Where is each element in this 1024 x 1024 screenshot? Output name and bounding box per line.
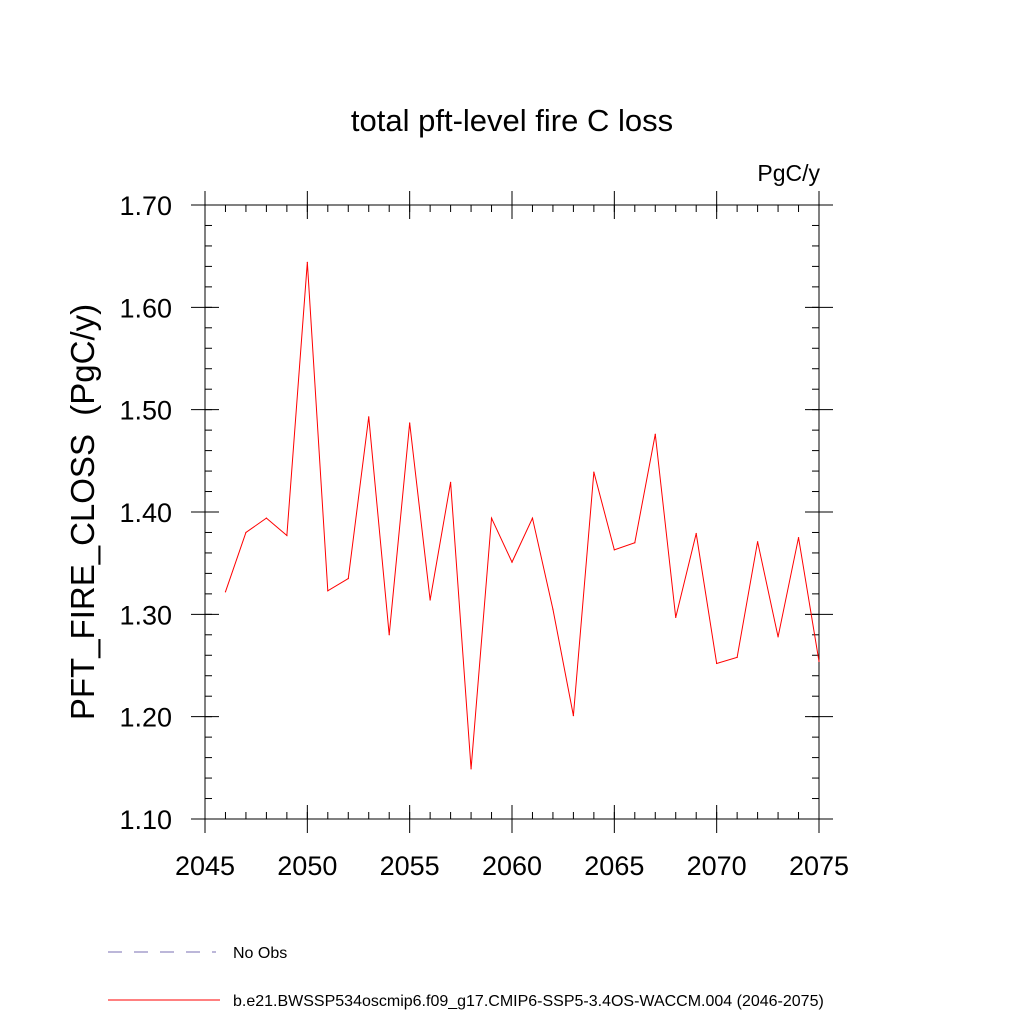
plot-frame [204, 204, 820, 820]
data-point [347, 577, 349, 580]
data-point [368, 416, 370, 418]
data-point [531, 517, 534, 519]
major-ticks [191, 191, 833, 833]
y-tick-label: 1.50 [119, 396, 172, 426]
y-tick-label: 1.30 [119, 600, 172, 630]
data-point [736, 656, 738, 658]
data-point [552, 608, 554, 610]
tick-labels: 2045 2050 2055 2060 2065 2070 2075 1.10 1.20 1.30… [119, 191, 849, 881]
data-points [224, 261, 820, 770]
data-point [409, 422, 411, 424]
data-point [286, 534, 288, 537]
legend-label-series: b.e21.BWSSP534oscmip6.f09_g17.CMIP6-SSP5… [233, 993, 824, 1010]
data-point [388, 634, 390, 636]
legend-label-no-obs: No Obs [233, 945, 287, 962]
y-axis-label: PFT_FIRE_CLOSS (PgC/y) [64, 304, 101, 720]
y-tick-label: 1.20 [119, 703, 172, 733]
chart-title: total pft-level fire C loss [351, 103, 673, 138]
data-point [818, 660, 820, 663]
data-point [511, 561, 513, 563]
y-tick-label: 1.60 [119, 293, 172, 323]
data-point [654, 433, 656, 435]
data-point [634, 542, 636, 544]
data-point [675, 616, 677, 619]
data-point [777, 636, 779, 638]
data-point [490, 517, 493, 519]
data-point [757, 541, 759, 543]
y-tick-label: 1.70 [119, 191, 172, 221]
data-point [470, 768, 472, 770]
data-point [429, 599, 431, 601]
data-point [716, 662, 718, 665]
y-tick-label: 1.10 [119, 805, 172, 835]
data-point [327, 590, 329, 592]
series-line [224, 262, 820, 769]
data-point [306, 261, 308, 263]
data-point [450, 481, 452, 483]
data-point [265, 517, 267, 519]
x-tick-label: 2060 [482, 851, 542, 881]
data-point [797, 536, 800, 539]
x-tick-label: 2050 [277, 851, 337, 881]
data-point [572, 715, 575, 717]
x-tick-label: 2045 [175, 851, 235, 881]
legend: No Obs b.e21.BWSSP534oscmip6.f09_g17.CMI… [108, 945, 824, 1010]
minor-ticks [204, 204, 820, 820]
x-tick-label: 2055 [380, 851, 440, 881]
data-point [245, 531, 247, 534]
units-label: PgC/y [757, 160, 820, 186]
data-point [224, 591, 227, 593]
data-point [695, 532, 697, 535]
x-tick-label: 2070 [687, 851, 747, 881]
x-tick-label: 2075 [789, 851, 849, 881]
x-tick-label: 2065 [584, 851, 644, 881]
y-tick-label: 1.40 [119, 498, 172, 528]
data-point [593, 471, 595, 473]
data-point [613, 549, 615, 551]
